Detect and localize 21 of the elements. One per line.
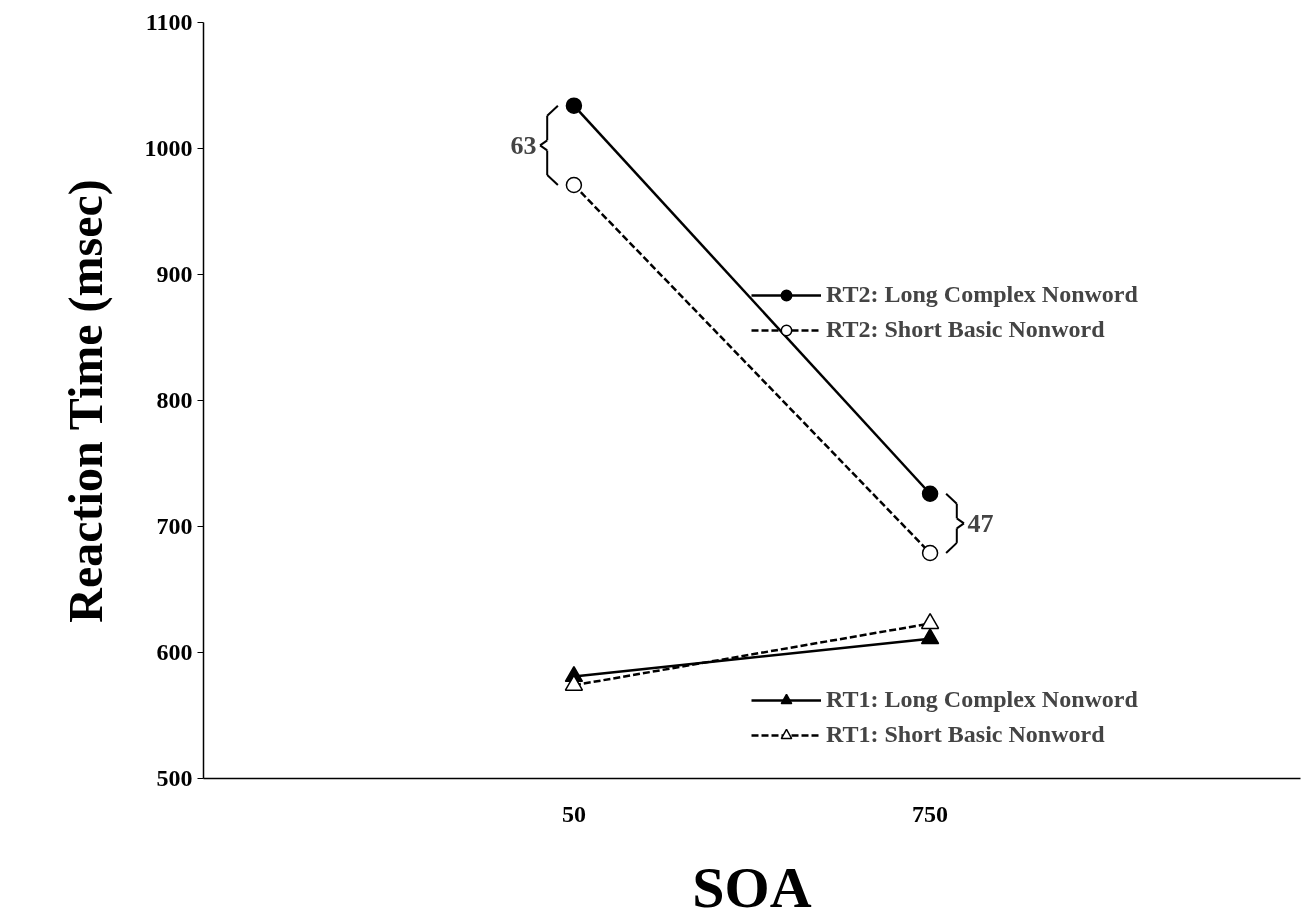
y-tick-label: 600 <box>156 639 193 665</box>
legend-label: RT2: Long Complex Nonword <box>826 281 1138 308</box>
legend-label: RT1: Short Basic Nonword <box>826 721 1105 748</box>
point <box>921 485 939 502</box>
annotation: 47 <box>967 508 994 538</box>
point <box>565 176 583 194</box>
x-tick-label: 750 <box>912 800 949 827</box>
y-tick-label: 500 <box>156 765 193 791</box>
legend-label: RT2: Short Basic Nonword <box>826 316 1105 343</box>
y-tick-label: 700 <box>156 513 193 539</box>
y-tick-label: 1100 <box>145 9 193 35</box>
x-axis-title: SOA <box>692 854 812 920</box>
y-tick-label: 800 <box>156 387 193 413</box>
annotation: 63 <box>510 130 537 160</box>
y-axis-title: Reaction Time (msec) <box>58 179 113 623</box>
y-tick-label: 1000 <box>144 135 193 161</box>
point <box>565 97 583 114</box>
y-tick-label: 900 <box>156 261 193 287</box>
x-tick-label: 50 <box>561 800 586 827</box>
point <box>921 544 939 562</box>
legend-label: RT1: Long Complex Nonword <box>826 686 1138 713</box>
